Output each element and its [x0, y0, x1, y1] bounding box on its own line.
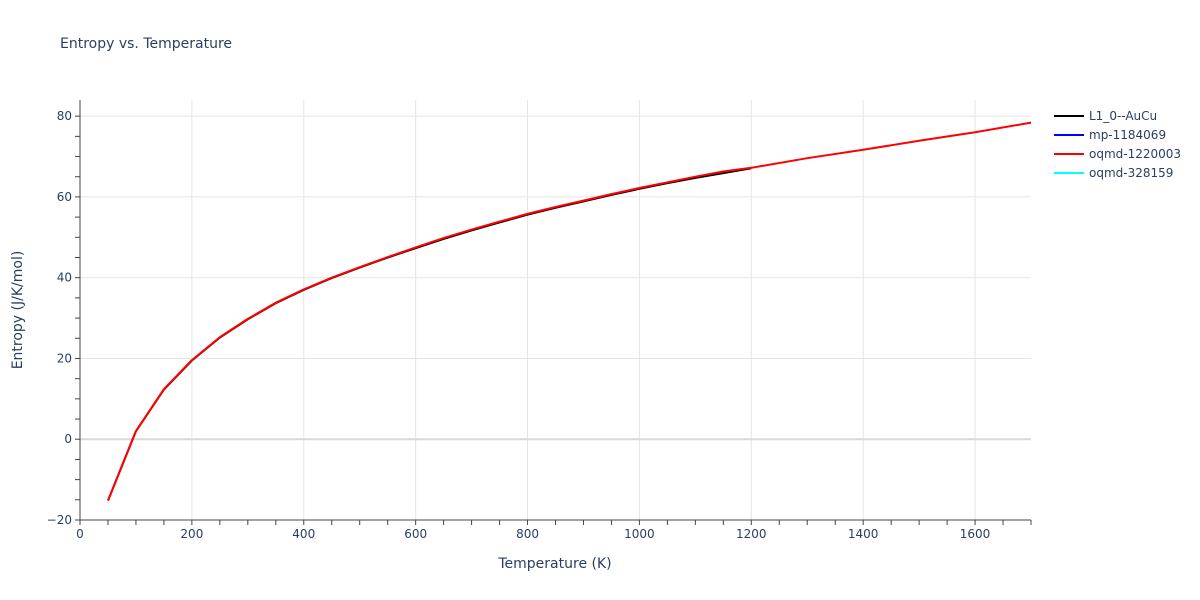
x-axis-title: Temperature (K)	[497, 556, 611, 572]
y-tick-label: −20	[47, 513, 72, 527]
legend-item-mp-1184069[interactable]: mp-1184069	[1054, 125, 1181, 144]
y-tick-label: 20	[57, 351, 72, 365]
x-tick-label: 1200	[736, 527, 767, 541]
legend-item-oqmd-1220003[interactable]: oqmd-1220003	[1054, 144, 1181, 163]
series-line[interactable]	[107, 121, 1032, 501]
y-tick-label: 0	[64, 432, 72, 446]
legend-swatch	[1054, 171, 1084, 174]
x-tick-label: 0	[76, 527, 84, 541]
y-axis-title: Entropy (J/K/mol)	[10, 251, 26, 370]
x-tick-label: 1000	[624, 527, 655, 541]
y-tick-label: 40	[57, 271, 72, 285]
legend: L1_0--AuCu mp-1184069 oqmd-1220003 oqmd-…	[1054, 106, 1181, 182]
legend-label: oqmd-328159	[1089, 165, 1174, 180]
x-tick-label: 200	[180, 527, 203, 541]
x-tick-label: 600	[404, 527, 427, 541]
legend-item-l10-aucu[interactable]: L1_0--AuCu	[1054, 106, 1181, 125]
legend-label: L1_0--AuCu	[1089, 108, 1158, 123]
data-series	[107, 121, 1032, 501]
series-line[interactable]	[107, 167, 752, 501]
y-tick-label: 80	[57, 109, 72, 123]
x-tick-label: 400	[292, 527, 315, 541]
y-tick-label: 60	[57, 190, 72, 204]
legend-swatch	[1054, 133, 1084, 136]
chart-title: Entropy vs. Temperature	[60, 36, 233, 52]
legend-label: mp-1184069	[1089, 127, 1167, 142]
x-tick-label: 1600	[960, 527, 991, 541]
legend-label: oqmd-1220003	[1089, 146, 1182, 161]
axes: 0 200 400 600 800 1000 1200 1400 1600 −20 0 20 40 60 8…	[47, 100, 1032, 541]
legend-item-oqmd-328159[interactable]: oqmd-328159	[1054, 163, 1181, 182]
legend-swatch	[1054, 152, 1084, 155]
gridlines	[80, 100, 1031, 521]
x-tick-label: 1400	[848, 527, 879, 541]
legend-swatch	[1054, 114, 1084, 117]
x-tick-label: 800	[516, 527, 539, 541]
